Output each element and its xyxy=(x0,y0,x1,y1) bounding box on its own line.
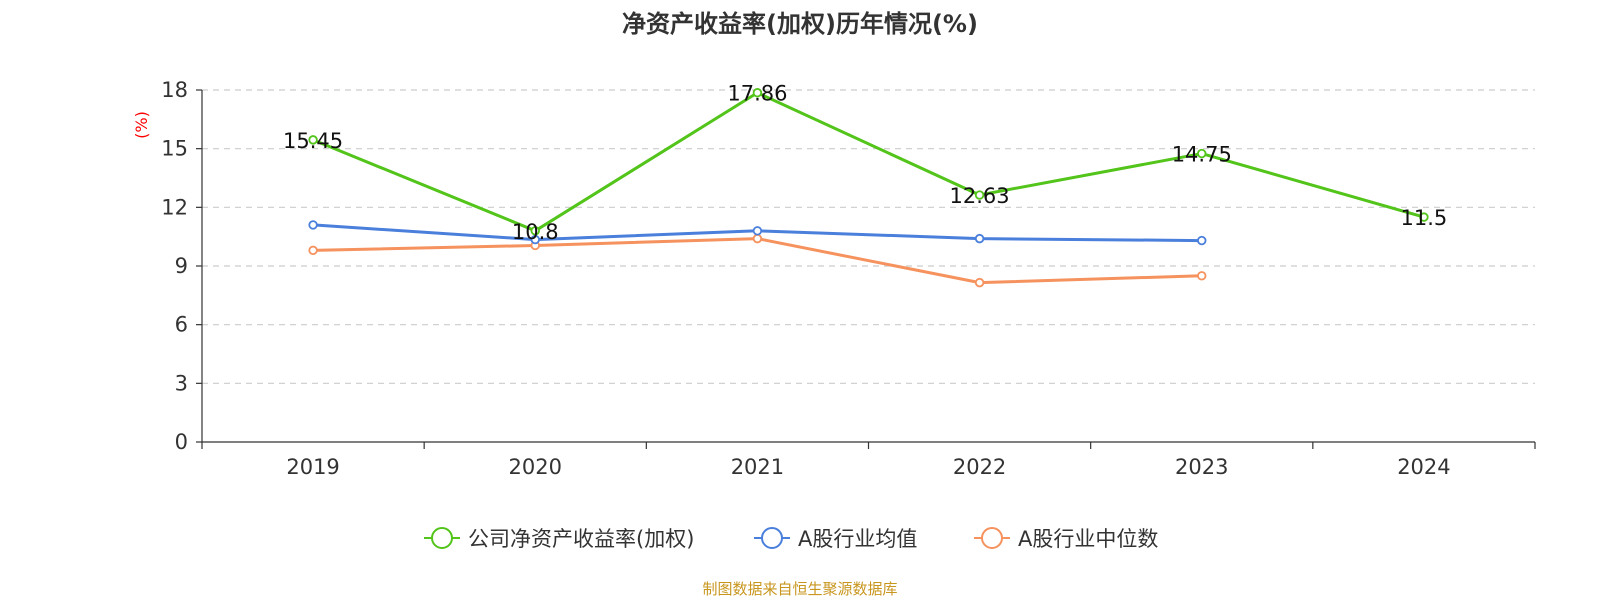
data-point xyxy=(752,233,763,244)
y-tick-label: 12 xyxy=(161,195,188,219)
data-point xyxy=(530,226,540,236)
x-tick-label: 2020 xyxy=(509,455,562,479)
data-label: 14.75 xyxy=(1172,143,1232,167)
legend-marker-icon xyxy=(981,527,1003,549)
axes: 0 3 6 9 12 15 18 2019 2020 2021 2022 2023 2024 xyxy=(161,78,1536,479)
data-label: 12.63 xyxy=(950,184,1010,208)
legend-item[interactable]: A股行业中位数 xyxy=(974,527,1158,551)
legend[interactable]: 公司净资产收益率(加权) A股行业均值 A股行业中位数 xyxy=(424,527,1158,551)
data-point xyxy=(752,88,763,98)
x-tick-label: 2022 xyxy=(953,455,1006,479)
legend-label: A股行业均值 xyxy=(798,527,917,551)
x-tick-label: 2019 xyxy=(286,455,339,479)
data-labels: 15.45 10.8 17.86 12.63 14.75 11.5 xyxy=(283,82,1447,244)
legend-marker-icon xyxy=(761,527,783,549)
data-label: 11.5 xyxy=(1401,206,1448,230)
data-point xyxy=(1419,212,1429,222)
x-tick-label: 2023 xyxy=(1175,455,1228,479)
y-tick-label: 18 xyxy=(161,78,188,102)
data-point xyxy=(974,233,985,244)
legend-label: 公司净资产收益率(加权) xyxy=(468,527,694,551)
data-point xyxy=(974,190,985,200)
data-label: 15.45 xyxy=(283,129,343,153)
data-label: 17.86 xyxy=(727,82,787,106)
data-point xyxy=(1197,148,1207,159)
legend-label: A股行业中位数 xyxy=(1018,527,1158,551)
data-point xyxy=(308,245,318,256)
grid-lines xyxy=(202,89,1535,384)
data-point xyxy=(974,277,985,288)
source-note: 制图数据来自恒生聚源数据库 xyxy=(702,580,898,598)
y-axis-label: (%) xyxy=(132,111,151,139)
series-line xyxy=(312,91,1425,233)
chart-title: 净资产收益率(加权)历年情况(%) xyxy=(622,10,978,38)
x-tick-label: 2021 xyxy=(731,455,784,479)
series-line xyxy=(313,237,1202,285)
data-point xyxy=(308,135,318,145)
data-point xyxy=(752,226,763,236)
y-tick-label: 9 xyxy=(175,254,188,278)
data-point xyxy=(1197,271,1207,281)
legend-marker-icon xyxy=(431,527,453,549)
y-tick-label: 0 xyxy=(175,430,188,454)
data-point xyxy=(308,220,318,230)
data-point xyxy=(1197,235,1207,246)
legend-item[interactable]: 公司净资产收益率(加权) xyxy=(424,527,694,551)
data-point xyxy=(530,234,540,245)
y-tick-label: 15 xyxy=(161,137,188,161)
y-tick-label: 3 xyxy=(175,371,188,395)
y-tick-label: 6 xyxy=(175,313,188,337)
series-lines xyxy=(308,88,1429,288)
x-tick-label: 2024 xyxy=(1397,455,1450,479)
data-label: 10.8 xyxy=(512,220,559,244)
legend-item[interactable]: A股行业均值 xyxy=(754,527,917,551)
